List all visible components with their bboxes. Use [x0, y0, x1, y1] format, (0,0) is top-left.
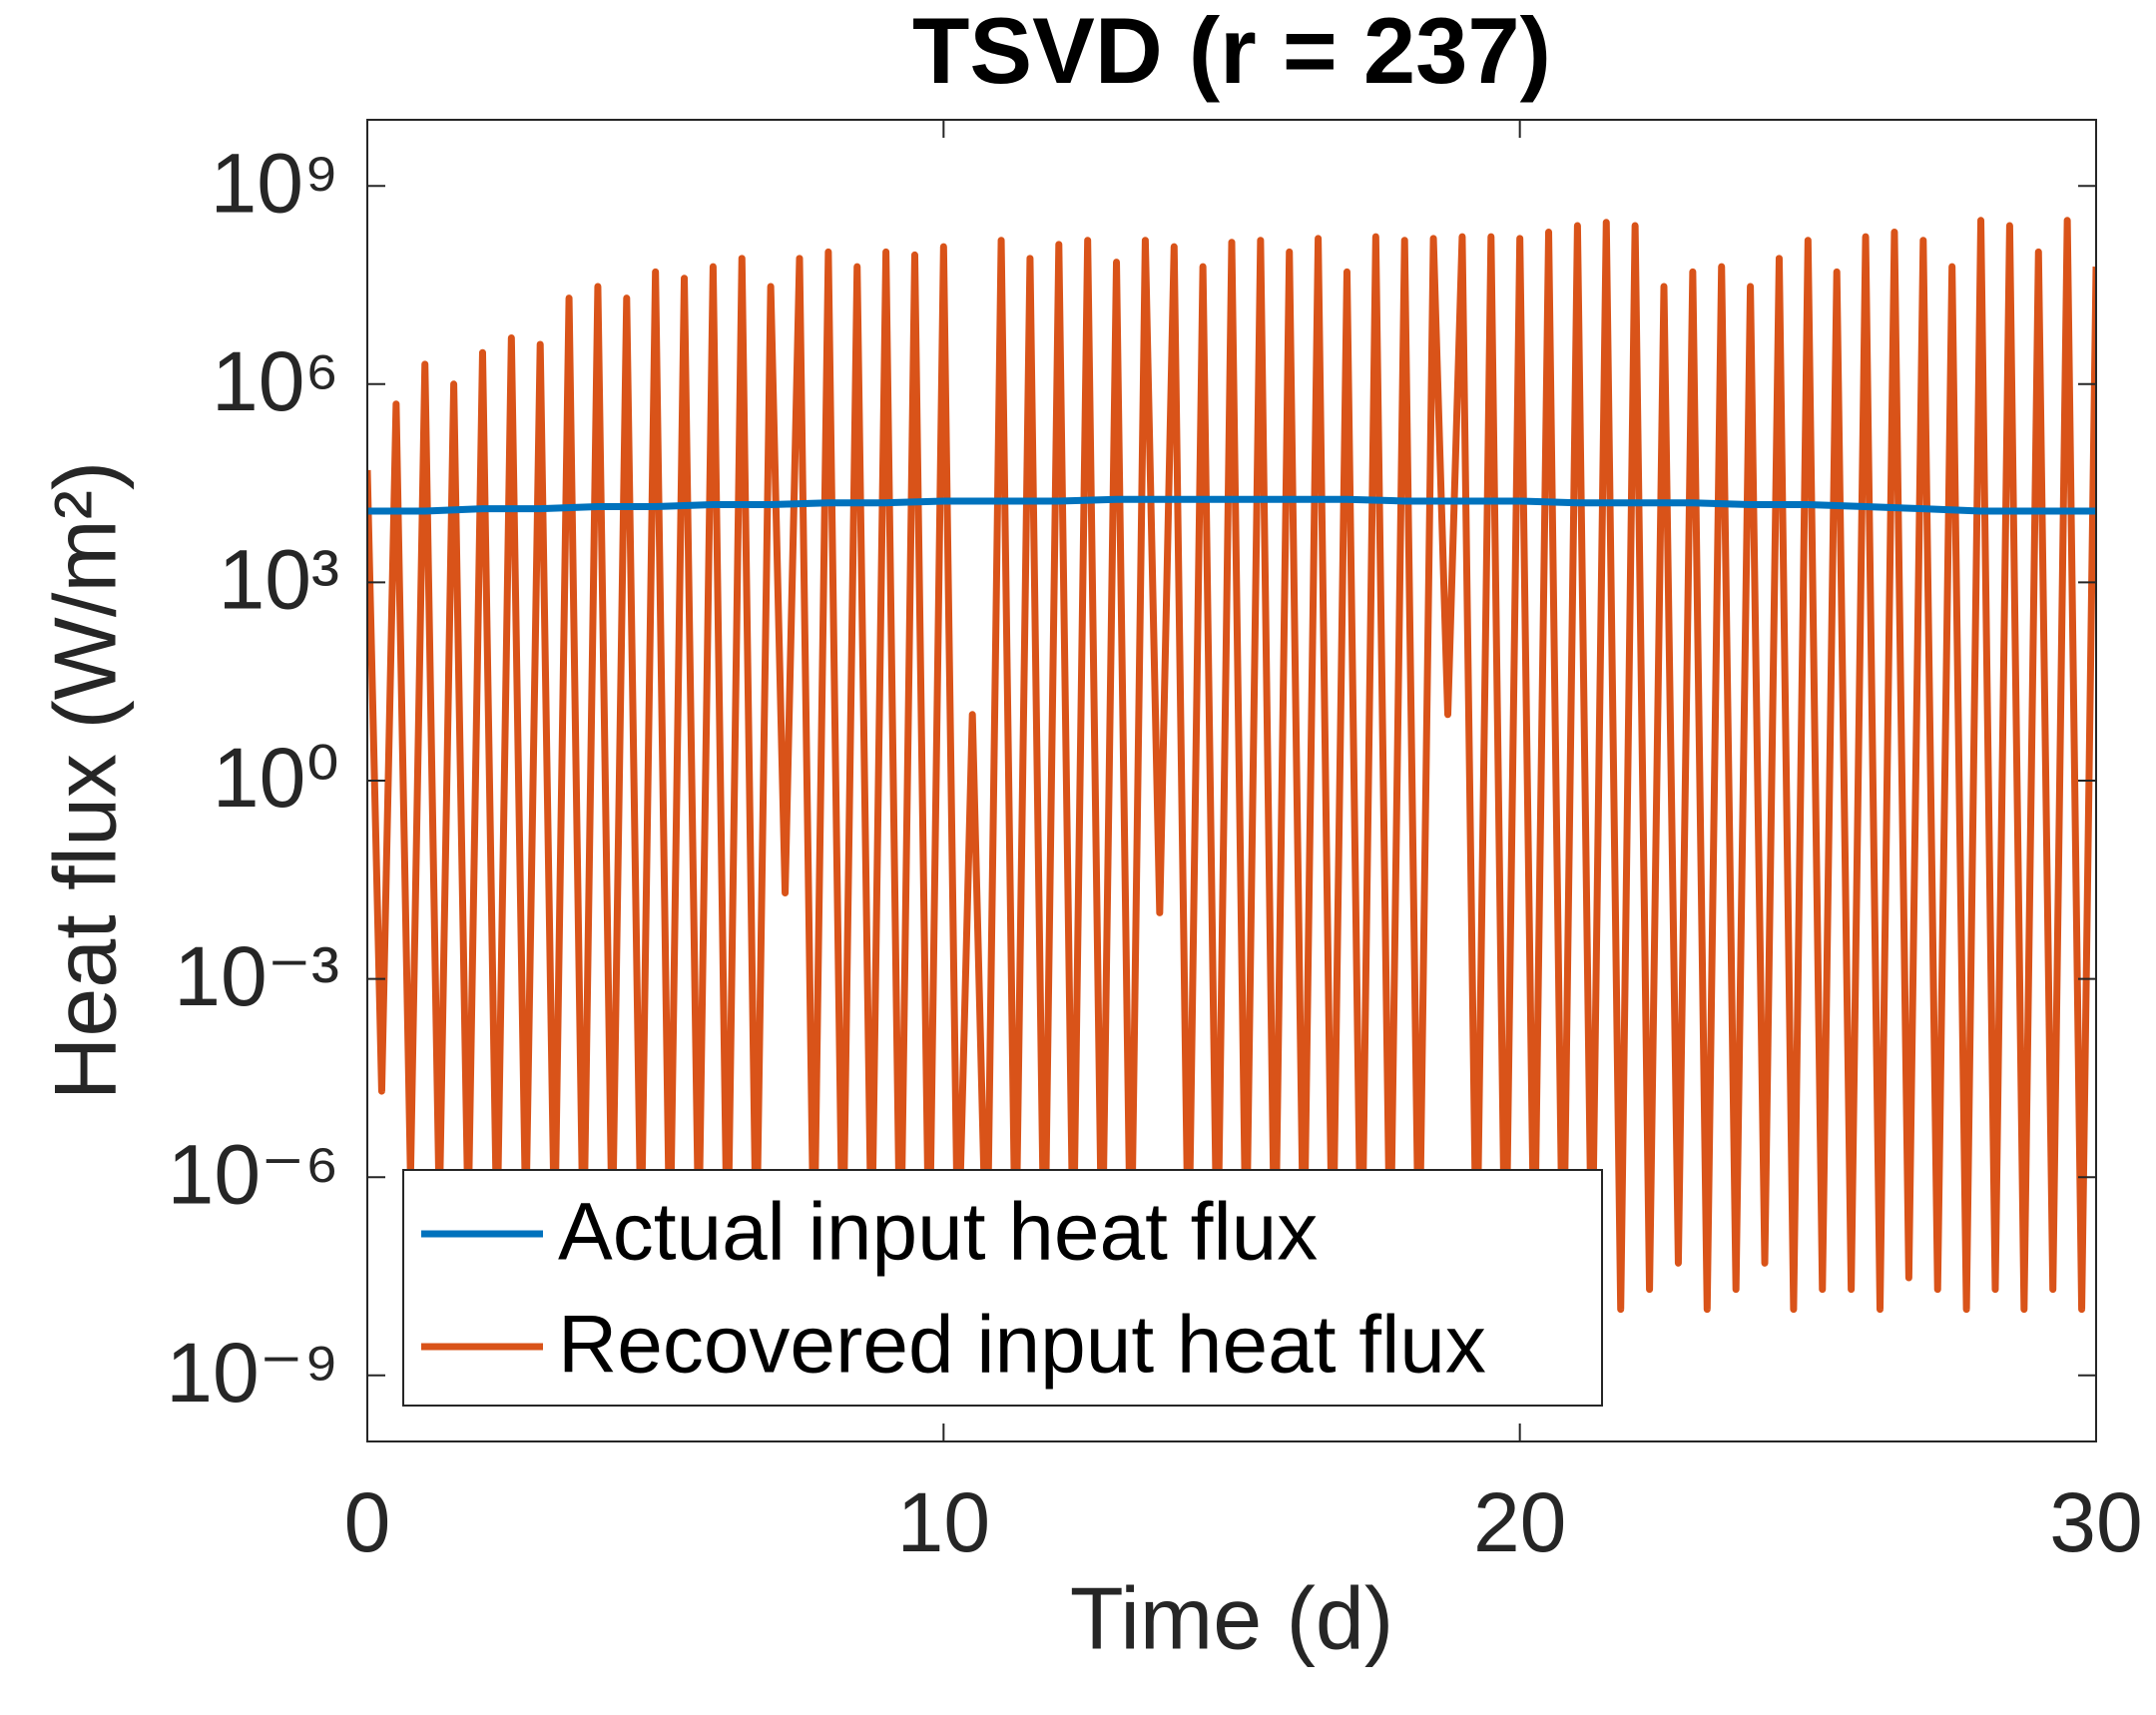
- x-axis-label: Time (d): [1070, 1568, 1393, 1667]
- series-group: [367, 217, 2096, 1314]
- x-tick-label: 20: [1473, 1475, 1566, 1569]
- x-tick-label: 30: [2049, 1475, 2142, 1569]
- chart-title: TSVD (r = 237): [912, 0, 1551, 103]
- y-tick-label: 10⁹: [211, 136, 339, 230]
- y-tick-label: 10⁻³: [174, 929, 339, 1023]
- data-line: [367, 217, 2096, 1314]
- x-tick-label: 0: [344, 1475, 391, 1569]
- y-axis-label: Heat flux (W/m²): [35, 461, 134, 1100]
- x-tick-label: 10: [897, 1475, 990, 1569]
- y-tick-label: 10⁻⁶: [168, 1127, 339, 1221]
- legend-box: [402, 1169, 1603, 1407]
- legend-label: Recovered input heat flux: [558, 1300, 1486, 1391]
- y-tick-label: 10⁻⁹: [166, 1326, 339, 1420]
- y-tick-label: 10³: [219, 533, 339, 627]
- y-tick-label: 10⁰: [213, 731, 339, 825]
- data-line: [367, 495, 2096, 515]
- legend-label: Actual input heat flux: [558, 1187, 1318, 1278]
- y-tick-label: 10⁶: [212, 334, 339, 428]
